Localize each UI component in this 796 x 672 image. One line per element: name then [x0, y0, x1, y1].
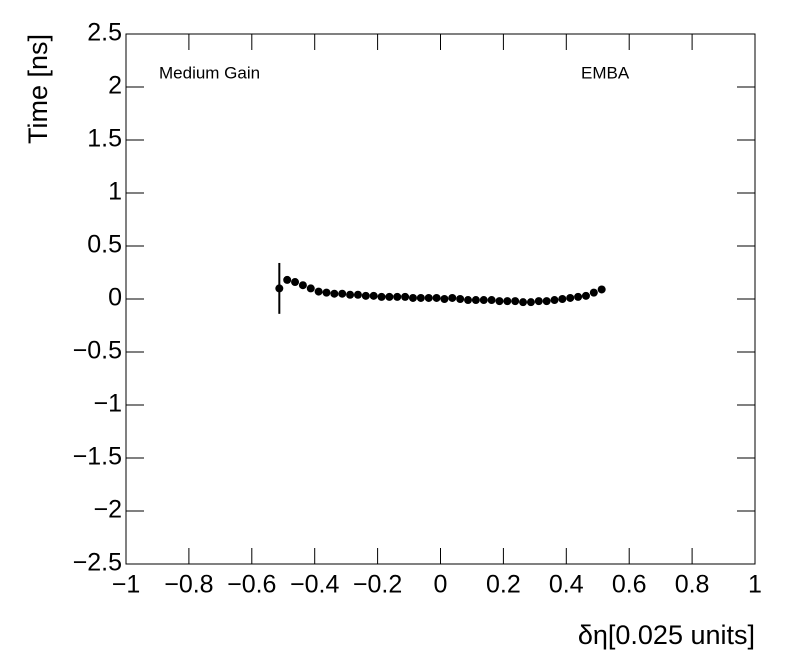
data-point	[479, 296, 488, 305]
data-point	[408, 293, 417, 302]
x-tick-label: −1	[112, 571, 141, 599]
data-point	[495, 297, 504, 306]
data-point	[346, 290, 355, 299]
y-axis-title: Time [ns]	[23, 34, 53, 144]
data-point	[581, 291, 590, 300]
data-point	[471, 296, 480, 305]
data-point	[534, 297, 543, 306]
data-point	[448, 293, 457, 302]
data-point	[298, 281, 307, 290]
x-tick-label: −0.8	[164, 571, 213, 599]
data-point	[401, 292, 410, 301]
data-point	[361, 291, 370, 300]
data-point	[353, 290, 362, 299]
data-point	[519, 298, 528, 307]
data-point	[597, 285, 606, 294]
data-point	[338, 289, 347, 298]
x-tick-label: −0.6	[227, 571, 276, 599]
data-point	[330, 289, 339, 298]
y-tick-label: −0.5	[73, 337, 122, 365]
x-tick-label: −0.2	[353, 571, 402, 599]
y-tick-label: 0.5	[87, 231, 122, 259]
data-point	[385, 292, 394, 301]
data-point	[542, 297, 551, 306]
data-point	[424, 293, 433, 302]
annotation: Medium Gain	[159, 63, 260, 82]
x-tick-label: 0	[434, 571, 448, 599]
y-tick-label: 2.5	[87, 19, 122, 47]
data-point	[306, 284, 315, 293]
x-tick-label: 1	[748, 571, 762, 599]
y-tick-label: 1.5	[87, 125, 122, 153]
x-axis-title: δη[0.025 units]	[578, 620, 755, 650]
x-tick-label: −0.4	[290, 571, 339, 599]
data-point	[566, 293, 575, 302]
y-tick-label: 0	[108, 284, 122, 312]
data-point	[464, 296, 473, 305]
data-point	[314, 287, 323, 296]
data-point	[440, 295, 449, 303]
y-tick-label: −1	[93, 390, 122, 418]
y-tick-label: −2	[93, 496, 122, 524]
x-tick-label: 0.6	[612, 571, 647, 599]
y-tick-label: −2.5	[73, 549, 122, 577]
y-tick-label: 2	[108, 72, 122, 100]
x-tick-label: 0.8	[675, 571, 710, 599]
data-point	[550, 296, 559, 305]
data-point	[511, 297, 520, 306]
y-tick-label: 1	[108, 178, 122, 206]
data-point	[322, 288, 331, 297]
data-point	[275, 284, 284, 293]
data-point	[369, 291, 378, 300]
data-point	[558, 295, 567, 303]
data-point	[526, 298, 535, 307]
data-point	[283, 275, 292, 284]
x-tick-label: 0.4	[549, 571, 584, 599]
data-point	[574, 292, 583, 301]
data-point	[377, 292, 386, 301]
data-point	[589, 288, 598, 297]
x-tick-label: 0.2	[486, 571, 521, 599]
data-point	[487, 296, 496, 305]
data-point	[456, 295, 465, 303]
y-tick-label: −1.5	[73, 443, 122, 471]
annotation: EMBA	[581, 63, 630, 82]
data-point	[416, 293, 425, 302]
data-point	[503, 297, 512, 306]
data-point	[393, 292, 402, 301]
data-point	[432, 293, 441, 302]
data-point	[291, 278, 300, 287]
